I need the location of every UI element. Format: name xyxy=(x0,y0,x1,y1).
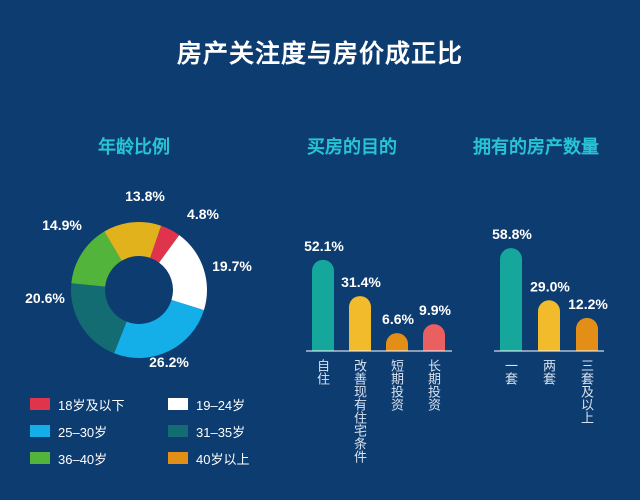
age-donut: 4.8% 19.7% 26.2% 20.6% 14.9% 13.8% xyxy=(25,188,252,370)
owned-chart-title: 拥有的房产数量 xyxy=(473,137,599,157)
bar-value-label: 12.2% xyxy=(568,296,608,312)
bar xyxy=(576,317,598,351)
bar xyxy=(349,296,371,351)
bar-category-label: 两套 xyxy=(541,359,556,385)
bar-value-label: 52.1% xyxy=(304,238,344,254)
legend-item: 19–24岁 xyxy=(168,396,246,413)
legend-item: 36–40岁 xyxy=(30,450,108,467)
bar-category-label: 自住 xyxy=(315,359,330,385)
legend-swatch xyxy=(30,452,50,464)
bar-category-label: 短期投资 xyxy=(389,359,404,411)
legend-label: 40岁以上 xyxy=(196,451,250,467)
legend-label: 31–35岁 xyxy=(196,424,246,440)
legend-label: 25–30岁 xyxy=(58,424,108,440)
donut-slice xyxy=(71,283,127,354)
legend-swatch xyxy=(168,452,188,464)
donut-value-label: 20.6% xyxy=(25,290,65,306)
bar-category-label: 长期投资 xyxy=(426,359,441,411)
bar xyxy=(538,300,560,351)
donut-slice xyxy=(104,222,162,261)
donut-value-label: 4.8% xyxy=(187,206,219,222)
donut-slice xyxy=(150,225,180,263)
bar-category-label: 一套 xyxy=(503,359,518,385)
legend-item: 40岁以上 xyxy=(168,450,250,467)
bar-value-label: 9.9% xyxy=(419,302,451,318)
bar-value-label: 58.8% xyxy=(492,226,532,242)
page-title: 房产关注度与房价成正比 xyxy=(176,40,463,68)
legend-label: 19–24岁 xyxy=(196,397,246,413)
donut-value-label: 19.7% xyxy=(212,258,252,274)
bar-category-label: 三套及以上 xyxy=(579,359,594,424)
legend-label: 18岁及以下 xyxy=(58,397,125,413)
bar xyxy=(500,248,522,351)
bar xyxy=(386,333,408,351)
donut-value-label: 13.8% xyxy=(125,188,165,204)
legend-label: 36–40岁 xyxy=(58,451,108,467)
bar-value-label: 31.4% xyxy=(341,274,381,290)
bar xyxy=(312,259,334,351)
donut-value-label: 14.9% xyxy=(42,217,82,233)
legend-swatch xyxy=(30,425,50,437)
bar-category-label: 改善现有住宅条件 xyxy=(352,359,367,463)
owned-bars: 58.8% 29.0% 12.2% xyxy=(492,226,608,351)
bar-value-label: 6.6% xyxy=(382,311,414,327)
donut-value-label: 26.2% xyxy=(149,354,189,370)
legend-item: 31–35岁 xyxy=(168,423,246,440)
age-chart-title: 年龄比例 xyxy=(98,137,170,157)
legend-swatch xyxy=(30,398,50,410)
legend-swatch xyxy=(168,398,188,410)
legend-swatch xyxy=(168,425,188,437)
bar xyxy=(423,324,445,351)
legend-item: 18岁及以下 xyxy=(30,396,125,413)
purpose-bars: 52.1% 31.4% 6.6% 9.9% xyxy=(304,238,452,351)
donut-slice xyxy=(114,300,204,359)
donut-slice xyxy=(159,235,207,311)
purpose-chart-title: 买房的目的 xyxy=(307,137,397,157)
legend-item: 25–30岁 xyxy=(30,423,108,440)
donut-slice xyxy=(71,231,122,287)
bar-value-label: 29.0% xyxy=(530,278,570,294)
